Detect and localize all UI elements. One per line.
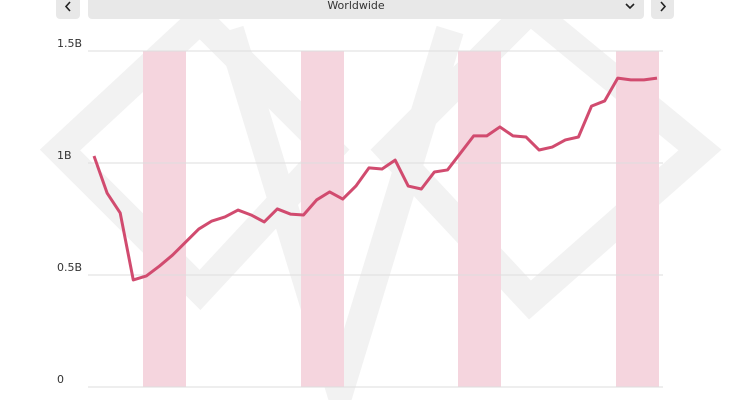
- dropdown-icon: [625, 3, 635, 10]
- region-label: Worldwide: [327, 0, 385, 12]
- next-icon: [660, 1, 667, 12]
- region-dropdown[interactable]: [88, 0, 644, 19]
- highlight-bands: [143, 51, 659, 387]
- y-tick-label: 0: [57, 373, 64, 386]
- data-line: [92, 76, 658, 282]
- y-tick-label: 0.5B: [57, 261, 82, 274]
- y-tick-label: 1.5B: [57, 37, 82, 50]
- y-tick-label: 1B: [57, 149, 72, 162]
- prev-icon: [64, 1, 71, 12]
